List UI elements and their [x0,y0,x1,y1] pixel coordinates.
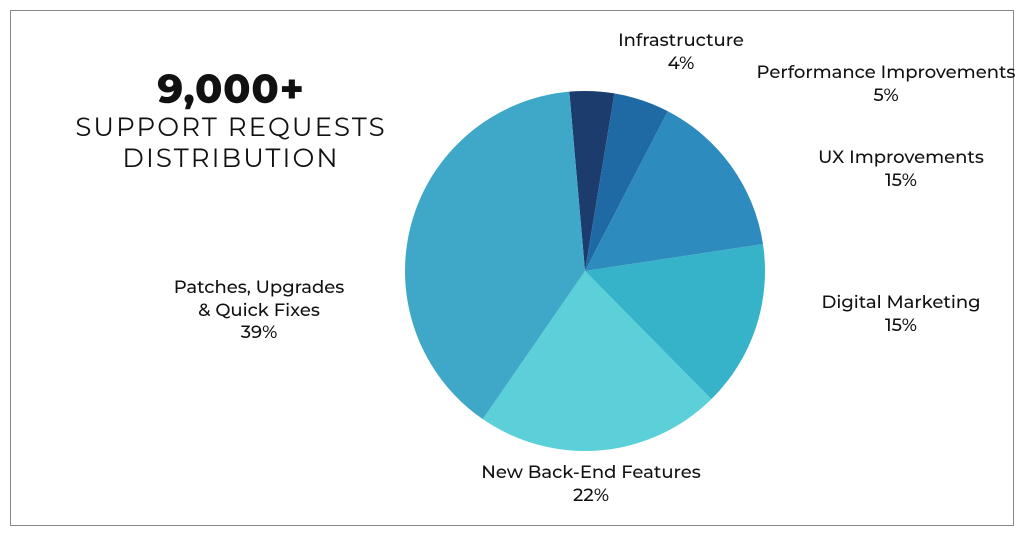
pie-label-ux: UX Improvements15% [801,146,1001,191]
chart-frame: 9,000+ SUPPORT REQUESTS DISTRIBUTION Inf… [10,10,1014,526]
pie-label-text: New Back-End Features [481,461,701,483]
pie-label-new-backend: New Back-End Features22% [451,461,731,506]
pie-label-performance: Performance Improvements5% [756,61,1016,106]
pie-label-text: Infrastructure [618,29,744,51]
pie-label-infrastructure: Infrastructure4% [591,29,771,74]
pie-label-digital-marketing: Digital Marketing15% [801,291,1001,336]
pie-label-text: Patches, Upgrades& Quick Fixes [174,276,345,321]
pie-label-text: Performance Improvements [757,61,1016,83]
pie-label-percent: 39% [139,321,379,344]
pie-label-percent: 15% [801,314,1001,337]
pie-label-text: Digital Marketing [821,291,980,313]
pie-label-percent: 15% [801,169,1001,192]
pie-label-percent: 22% [451,484,731,507]
pie-label-percent: 5% [756,84,1016,107]
pie-label-text: UX Improvements [818,146,984,168]
pie-label-patches: Patches, Upgrades& Quick Fixes39% [139,276,379,344]
pie-label-percent: 4% [591,52,771,75]
